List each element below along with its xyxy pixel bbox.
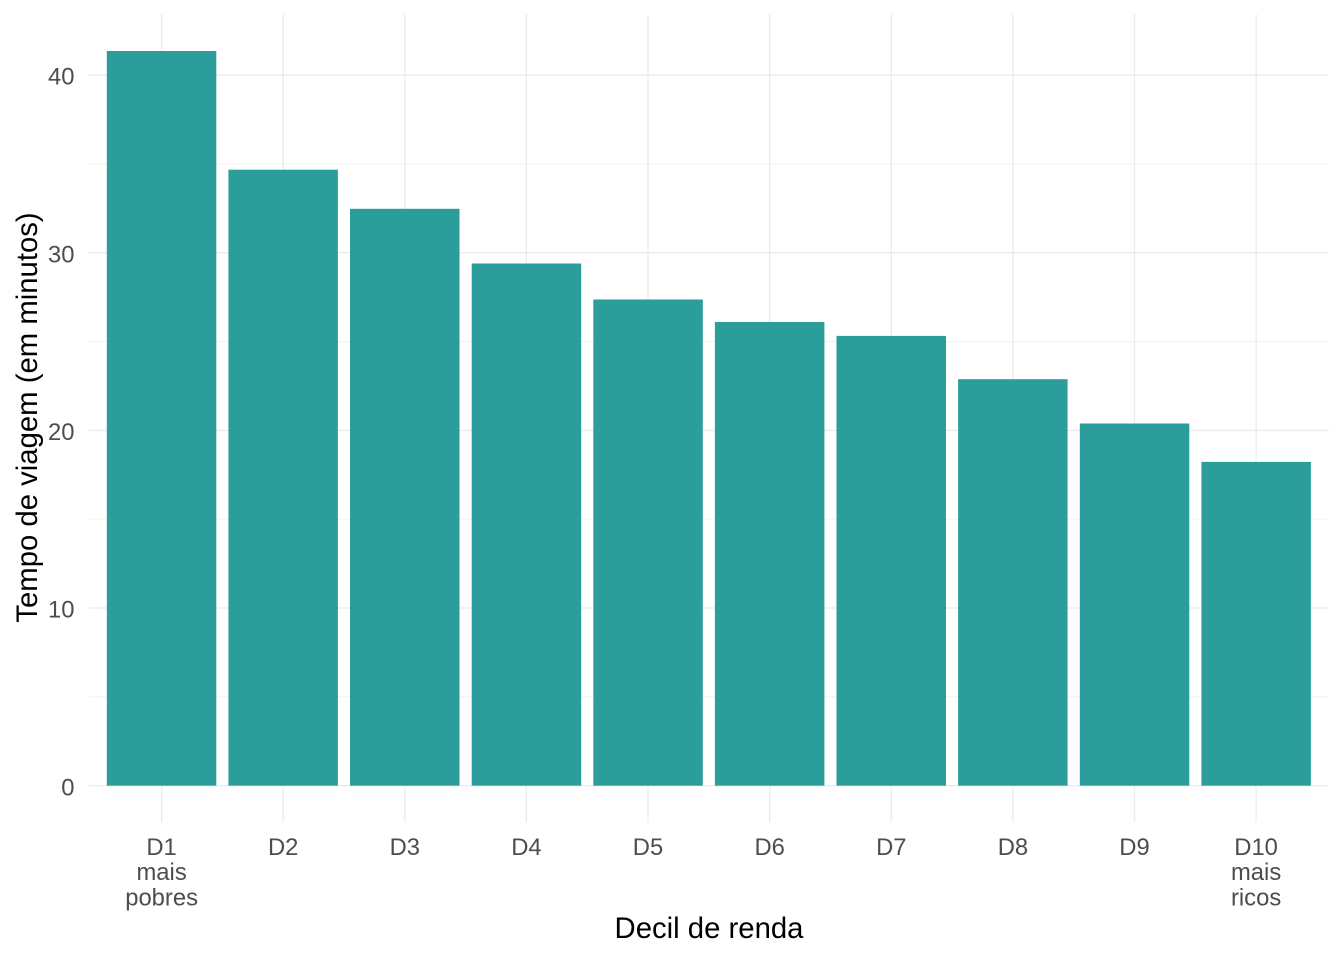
svg-text:10: 10 bbox=[48, 597, 74, 624]
svg-text:D2: D2 bbox=[268, 834, 298, 861]
svg-text:mais: mais bbox=[136, 859, 186, 886]
svg-text:ricos: ricos bbox=[1231, 884, 1281, 911]
svg-text:20: 20 bbox=[48, 419, 74, 446]
svg-text:Decil de renda: Decil de renda bbox=[615, 912, 805, 945]
svg-text:30: 30 bbox=[48, 241, 74, 268]
svg-text:D9: D9 bbox=[1119, 834, 1149, 861]
svg-text:D8: D8 bbox=[998, 834, 1028, 861]
svg-text:Tempo de viagem (em minutos): Tempo de viagem (em minutos) bbox=[11, 212, 44, 622]
svg-text:D10: D10 bbox=[1234, 834, 1278, 861]
svg-text:D1: D1 bbox=[146, 834, 176, 861]
svg-text:0: 0 bbox=[61, 774, 74, 801]
svg-text:pobres: pobres bbox=[125, 884, 198, 911]
svg-text:D4: D4 bbox=[511, 834, 541, 861]
svg-text:D6: D6 bbox=[754, 834, 784, 861]
svg-text:40: 40 bbox=[48, 64, 74, 91]
svg-text:D7: D7 bbox=[876, 834, 906, 861]
svg-text:D5: D5 bbox=[633, 834, 663, 861]
svg-text:mais: mais bbox=[1231, 859, 1281, 886]
svg-text:D3: D3 bbox=[390, 834, 420, 861]
